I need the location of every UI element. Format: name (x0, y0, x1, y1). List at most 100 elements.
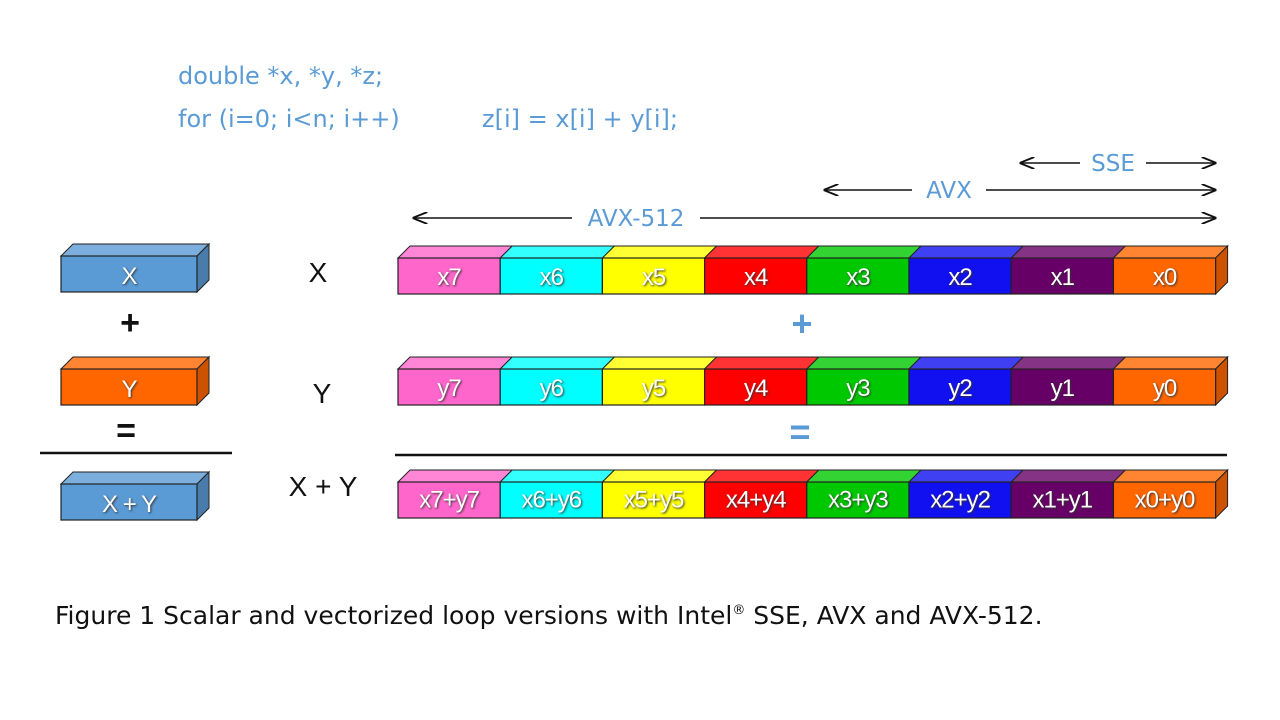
cell-y-3-top-face (703, 356, 821, 370)
cell-x-5: x2 (907, 245, 1025, 295)
cell-y-1: y6 (498, 356, 616, 406)
cell-y-6: y1 (1009, 356, 1127, 406)
cell-sum-6-label: x1+y1 (1032, 487, 1092, 514)
cell-y-5: y2 (907, 356, 1025, 406)
avx512-width-arrow: AVX-512 (414, 206, 1215, 232)
cell-y-4-label: y3 (846, 375, 870, 402)
cell-sum-2-front-face (601, 481, 706, 519)
row-label-y: Y (313, 378, 332, 409)
cell-sum-2-top-face (601, 469, 718, 483)
cell-sum-7-top-face (1112, 469, 1229, 483)
cell-y-3-label: y4 (744, 375, 768, 402)
cell-y-7-front-face (1112, 368, 1217, 406)
cell-sum-7-front-face (1112, 481, 1217, 519)
cell-y-5-top-face (907, 356, 1025, 370)
cell-x-6-label: x1 (1051, 264, 1075, 291)
cell-y-7-label: y0 (1153, 375, 1177, 402)
cell-y-0-label: y7 (437, 375, 461, 402)
cell-sum-7: x0+y0 (1112, 468, 1229, 520)
cell-sum-5-front-face (908, 481, 1012, 519)
scalar-column: X Y X + Y (59, 242, 211, 522)
cell-x-3-label: x4 (744, 264, 768, 291)
scalar-sum-box: X + Y (59, 470, 211, 522)
scalar-x-box-label: X (121, 263, 137, 290)
cell-x-7-top-face (1112, 245, 1229, 259)
cell-sum-6-front-face (1010, 481, 1115, 519)
cell-y-1-front-face (499, 368, 604, 406)
cell-y-2: y5 (601, 356, 718, 406)
cell-y-3: y4 (703, 356, 821, 406)
cell-x-6-top-face (1009, 245, 1127, 259)
cell-y-5-front-face (908, 368, 1012, 406)
cell-sum-0-label: x7+y7 (419, 487, 479, 514)
figure-caption: Figure 1 Scalar and vectorized loop vers… (55, 601, 1043, 630)
sse-width-arrow: SSE (1021, 151, 1215, 177)
cell-y-2-top-face (601, 356, 718, 370)
scalar-plus: + (120, 304, 140, 342)
scalar-sum-box-label: X + Y (102, 491, 157, 518)
scalar-sum-box-front-face (60, 483, 198, 521)
cell-x-7: x0 (1112, 244, 1229, 296)
cell-y-0: y7 (396, 356, 514, 406)
cell-x-4-label: x3 (846, 264, 870, 291)
avx512-label: AVX-512 (588, 206, 685, 232)
cell-sum-1-top-face (498, 469, 616, 483)
scalar-y-box-front-face (60, 368, 198, 406)
avx-label: AVX (926, 178, 972, 204)
vector-row-y: y7 y6 y5 y4 y3 y2 y1 y0 (396, 355, 1229, 407)
cell-sum-5-top-face (907, 469, 1025, 483)
row-label-x: X (309, 257, 328, 288)
cell-y-2-label: y5 (642, 375, 666, 402)
vector-row-sum: x7+y7 x6+y6 x5+y5 x4+y4 x3+y3 x2+y2 x1+y1 x0+y0 (396, 468, 1229, 520)
cell-y-7: y0 (1112, 355, 1229, 407)
cell-y-7-top-face (1112, 356, 1229, 370)
code-loop-header: for (i=0; i<n; i++) (178, 105, 400, 133)
code-declaration: double *x, *y, *z; (178, 62, 383, 90)
cell-x-2-top-face (601, 245, 718, 259)
cell-sum-5: x2+y2 (907, 469, 1025, 519)
cell-x-0-front-face (397, 257, 501, 295)
cell-x-4-top-face (805, 245, 923, 259)
vector-row-x: x7 x6 x5 x4 x3 x2 x1 x0 (396, 244, 1229, 296)
row-label-sum: X + Y (289, 471, 358, 502)
cell-x-1: x6 (498, 245, 616, 295)
cell-sum-3-label: x4+y4 (726, 487, 786, 514)
cell-x-2-label: x5 (642, 264, 666, 291)
scalar-x-box-top-face (59, 243, 211, 257)
cell-sum-4: x3+y3 (805, 469, 923, 519)
cell-x-0: x7 (396, 245, 514, 295)
cell-x-4-front-face (806, 257, 910, 295)
cell-x-7-front-face (1112, 257, 1217, 295)
cell-sum-5-label: x2+y2 (930, 487, 990, 514)
cell-sum-1: x6+y6 (498, 469, 616, 519)
cell-x-4: x3 (805, 245, 923, 295)
scalar-sum-box-top-face (59, 471, 211, 485)
scalar-y-box-label: Y (121, 376, 137, 403)
cell-sum-2-label: x5+y5 (624, 487, 684, 514)
cell-x-3: x4 (703, 245, 821, 295)
cell-x-0-top-face (396, 245, 514, 259)
scalar-x-box: X (59, 242, 211, 294)
cell-y-4-front-face (806, 368, 910, 406)
cell-x-2-front-face (601, 257, 706, 295)
cell-y-1-top-face (498, 356, 616, 370)
vector-rows: x7 x6 x5 x4 x3 x2 x1 x0 y7 y6 y5 y4 y3 y2 y1 y0 x7+y7 x6+… (396, 244, 1229, 520)
cell-sum-6: x1+y1 (1009, 469, 1127, 519)
vector-plus: + (791, 303, 812, 344)
cell-x-0-label: x7 (437, 264, 461, 291)
cell-sum-1-label: x6+y6 (521, 487, 581, 514)
cell-y-6-label: y1 (1051, 375, 1075, 402)
sse-label: SSE (1091, 151, 1135, 177)
cell-sum-4-label: x3+y3 (828, 487, 888, 514)
cell-x-2: x5 (601, 245, 718, 295)
cell-sum-3: x4+y4 (703, 469, 821, 519)
avx-width-arrow: AVX (825, 178, 1215, 204)
cell-y-3-front-face (703, 368, 808, 406)
cell-x-5-top-face (907, 245, 1025, 259)
cell-x-3-front-face (703, 257, 808, 295)
cell-y-4-top-face (805, 356, 923, 370)
cell-y-0-top-face (396, 356, 514, 370)
cell-y-6-top-face (1009, 356, 1127, 370)
scalar-x-box-front-face (60, 255, 198, 293)
cell-sum-3-top-face (703, 469, 821, 483)
